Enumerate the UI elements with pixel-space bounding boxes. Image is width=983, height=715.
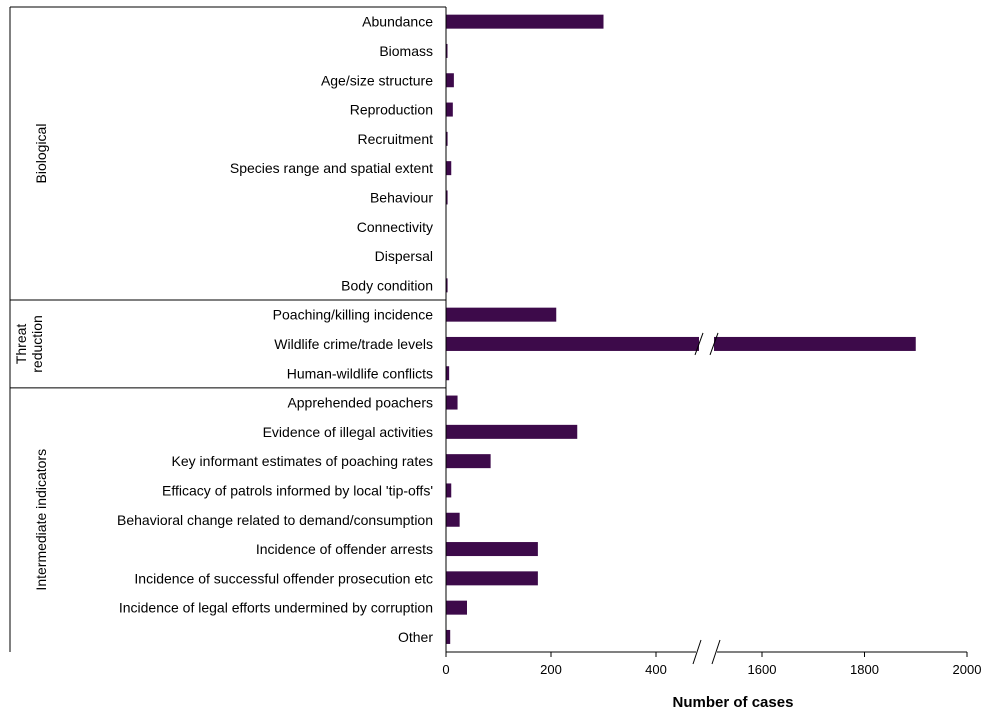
bar [446, 483, 452, 498]
bar [446, 542, 538, 557]
bar-segment [446, 542, 538, 557]
category-label: Incidence of offender arrests [256, 541, 433, 557]
bar [446, 131, 448, 146]
bar-segment [446, 629, 451, 644]
x-tick-label: 1800 [850, 662, 879, 677]
axis-break-mark [711, 639, 721, 665]
category-label: Species range and spatial extent [230, 160, 433, 176]
category-label: Key informant estimates of poaching rate… [172, 453, 433, 469]
bar [446, 512, 460, 527]
x-tick-label: 200 [540, 662, 562, 677]
bar-segment [446, 600, 467, 615]
bar-segment [446, 14, 604, 29]
bar-break-mark [709, 332, 719, 356]
x-tick-label: 0 [442, 662, 449, 677]
category-label: Behaviour [370, 189, 433, 205]
bar [446, 102, 453, 117]
bar [446, 161, 452, 176]
category-label: Age/size structure [321, 72, 433, 88]
category-label: Incidence of legal efforts undermined by… [119, 600, 433, 616]
category-label: Dispersal [375, 248, 433, 264]
bar-segment [446, 395, 458, 410]
bar [446, 278, 448, 293]
category-label: Evidence of illegal activities [263, 424, 433, 440]
bar-break-mark [694, 332, 704, 356]
bar-segment [446, 102, 453, 117]
bar [446, 332, 916, 356]
bar-segment [446, 366, 450, 381]
bar-segment [446, 307, 557, 322]
bar-segment [446, 131, 448, 146]
group-label: Threatreduction [13, 315, 45, 373]
category-label: Incidence of successful offender prosecu… [134, 570, 433, 586]
bar-segment [446, 43, 448, 58]
bar-segment [446, 512, 460, 527]
bar [446, 629, 451, 644]
bar [446, 307, 557, 322]
bar [446, 424, 578, 439]
category-label: Poaching/killing incidence [273, 307, 434, 323]
category-label: Body condition [341, 277, 433, 293]
bar [446, 366, 450, 381]
category-label: Connectivity [357, 219, 433, 235]
category-label: Apprehended poachers [287, 395, 433, 411]
bar-segment [446, 424, 578, 439]
bar-segment [446, 278, 448, 293]
bar [446, 43, 448, 58]
x-tick-label: 2000 [953, 662, 982, 677]
category-label-layer: Abundance Biomass Age/size structure Reprod… [117, 14, 433, 645]
bar [446, 190, 448, 205]
bar [446, 395, 458, 410]
category-label: Other [398, 629, 433, 645]
x-axis-title: Number of cases [673, 694, 794, 711]
category-label: Biomass [379, 43, 433, 59]
category-label: Recruitment [358, 131, 434, 147]
category-label: Human-wildlife conflicts [287, 365, 433, 381]
bar [446, 14, 604, 29]
bar-segment [446, 454, 491, 469]
bar [446, 600, 467, 615]
category-label: Efficacy of patrols informed by local 't… [162, 482, 433, 498]
group-layer: Biological Threatreduction Intermediate in… [9, 6, 446, 652]
bar-segment [446, 336, 699, 351]
bar-segment [446, 73, 454, 88]
category-label: Wildlife crime/trade levels [274, 336, 433, 352]
axis-break-mark [692, 639, 702, 665]
bar [446, 571, 538, 586]
x-tick-label: 1600 [748, 662, 777, 677]
bar [446, 454, 491, 469]
group-label: Intermediate indicators [33, 449, 49, 591]
bar-segment [714, 336, 916, 351]
bar-layer [446, 14, 916, 644]
bar-segment [446, 571, 538, 586]
category-label: Reproduction [350, 102, 433, 118]
bar-segment [446, 483, 452, 498]
bar-segment [446, 161, 452, 176]
category-label: Behavioral change related to demand/cons… [117, 512, 433, 528]
bar [446, 73, 454, 88]
bar-segment [446, 190, 448, 205]
group-label: Biological [33, 124, 49, 184]
x-axis: 0 200 400 1600 1800 2000 [442, 7, 981, 677]
category-label: Abundance [362, 14, 433, 30]
x-tick-label: 400 [645, 662, 667, 677]
